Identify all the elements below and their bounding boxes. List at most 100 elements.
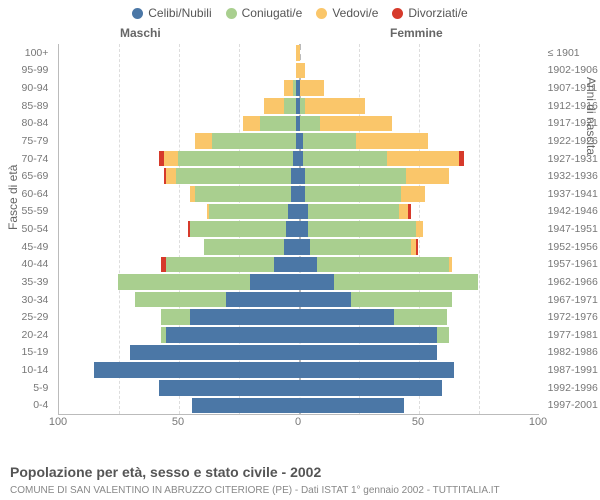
bar-male [204, 239, 298, 255]
segment [298, 327, 437, 343]
segment [459, 151, 464, 167]
pyramid-row: 85-891912-1916 [58, 97, 538, 115]
segment [161, 309, 190, 325]
pyramid-row: 50-541947-1951 [58, 220, 538, 238]
male-label: Maschi [120, 26, 161, 40]
segment [274, 257, 298, 273]
bar-male [264, 98, 298, 114]
segment [192, 398, 298, 414]
year-label: 1987-1991 [548, 364, 600, 376]
bar-male [94, 362, 298, 378]
legend-item: Vedovi/e [316, 6, 378, 20]
bar-male [284, 80, 298, 96]
year-label: 1922-1926 [548, 135, 600, 147]
segment [305, 98, 365, 114]
bar-female [298, 151, 464, 167]
bar-female [298, 168, 449, 184]
rows-container: 100+≤ 190195-991902-190690-941907-191185… [58, 44, 538, 414]
segment [351, 292, 452, 308]
segment [195, 186, 291, 202]
segment [406, 168, 449, 184]
age-label: 35-39 [0, 276, 48, 288]
segment [209, 204, 288, 220]
segment [298, 168, 305, 184]
age-label: 60-64 [0, 188, 48, 200]
segment [298, 63, 305, 79]
segment [300, 116, 319, 132]
bar-female [298, 380, 442, 396]
segment [305, 168, 406, 184]
pyramid-row: 95-991902-1906 [58, 62, 538, 80]
bar-male [195, 133, 298, 149]
segment [334, 274, 478, 290]
bar-female [298, 274, 478, 290]
pyramid-row: 75-791922-1926 [58, 132, 538, 150]
xtick: 100 [49, 416, 67, 428]
age-label: 0-4 [0, 399, 48, 411]
year-label: 1917-1921 [548, 117, 600, 129]
segment [408, 204, 410, 220]
segment [310, 239, 411, 255]
legend-swatch [392, 8, 403, 19]
chart-title: Popolazione per età, sesso e stato civil… [10, 464, 321, 480]
pyramid-row: 35-391962-1966 [58, 273, 538, 291]
age-label: 100+ [0, 47, 48, 59]
segment [356, 133, 428, 149]
age-label: 95-99 [0, 64, 48, 76]
bar-female [298, 116, 392, 132]
bar-female [298, 45, 300, 61]
legend-label: Celibi/Nubili [148, 6, 211, 20]
segment [298, 186, 305, 202]
pyramid-row: 40-441957-1961 [58, 256, 538, 274]
segment [190, 309, 298, 325]
bar-female [298, 98, 365, 114]
age-label: 20-24 [0, 329, 48, 341]
age-label: 55-59 [0, 205, 48, 217]
segment [298, 398, 404, 414]
segment [394, 309, 447, 325]
segment [303, 151, 387, 167]
bar-male [161, 257, 298, 273]
xtick: 50 [412, 416, 424, 428]
bar-male [243, 116, 298, 132]
segment [298, 239, 310, 255]
bar-female [298, 80, 324, 96]
pyramid-row: 70-741927-1931 [58, 150, 538, 168]
segment [298, 380, 442, 396]
segment [118, 274, 250, 290]
year-label: 1902-1906 [548, 64, 600, 76]
segment [176, 168, 291, 184]
segment [166, 168, 176, 184]
legend-swatch [132, 8, 143, 19]
year-label: 1907-1911 [548, 82, 600, 94]
xtick: 0 [295, 416, 301, 428]
year-label: 1982-1986 [548, 346, 600, 358]
legend-swatch [226, 8, 237, 19]
legend-item: Divorziati/e [392, 6, 467, 20]
pyramid-row: 60-641937-1941 [58, 185, 538, 203]
bar-female [298, 362, 454, 378]
segment [291, 186, 298, 202]
pyramid-row: 10-141987-1991 [58, 361, 538, 379]
segment [298, 274, 334, 290]
year-label: 1947-1951 [548, 223, 600, 235]
legend-label: Divorziati/e [408, 6, 467, 20]
segment [387, 151, 459, 167]
bar-male [192, 398, 298, 414]
segment [130, 345, 298, 361]
segment [195, 133, 212, 149]
year-label: 1992-1996 [548, 382, 600, 394]
bar-male [161, 309, 298, 325]
segment [243, 116, 260, 132]
year-label: 1972-1976 [548, 311, 600, 323]
pyramid-row: 100+≤ 1901 [58, 44, 538, 62]
age-label: 40-44 [0, 258, 48, 270]
segment [298, 345, 437, 361]
bar-male [207, 204, 298, 220]
legend: Celibi/NubiliConiugati/eVedovi/eDivorzia… [0, 0, 600, 20]
segment [159, 380, 298, 396]
age-label: 90-94 [0, 82, 48, 94]
segment [401, 186, 425, 202]
segment [204, 239, 283, 255]
pyramid-row: 90-941907-1911 [58, 79, 538, 97]
